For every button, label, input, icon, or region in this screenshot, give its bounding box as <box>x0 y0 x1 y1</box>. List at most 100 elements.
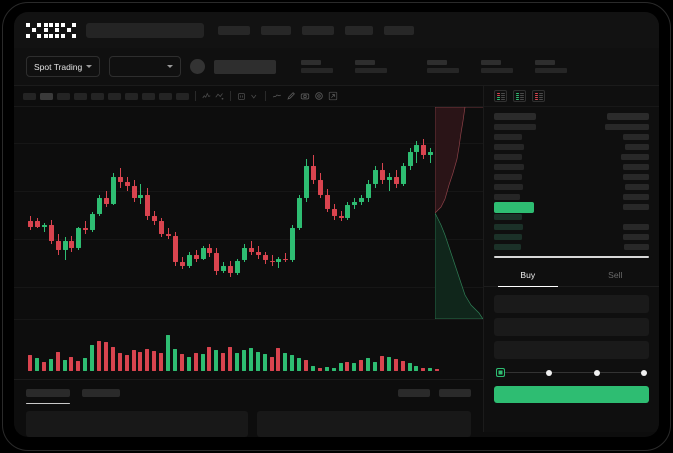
price-field[interactable] <box>494 295 649 313</box>
compare-icon[interactable] <box>215 92 224 101</box>
volume-bar-25 <box>193 352 198 371</box>
orderbook-bid-row[interactable] <box>494 232 649 242</box>
amount-cell <box>624 244 649 250</box>
stat-change-24h <box>355 60 388 73</box>
step-dot-3[interactable] <box>593 369 600 376</box>
step-dot-2[interactable] <box>546 369 553 376</box>
orderbook-ask-row[interactable] <box>494 142 649 152</box>
volume-bar-1 <box>28 355 32 371</box>
fullscreen-icon[interactable] <box>328 91 338 101</box>
orderbook-bid-row[interactable] <box>494 242 649 252</box>
candlestick-chart[interactable] <box>14 107 483 319</box>
search-input[interactable] <box>86 22 204 38</box>
amount-cell <box>623 204 649 210</box>
volume-bar-29 <box>221 352 226 371</box>
order-steps-indicator[interactable] <box>484 368 659 377</box>
orderbook-ask-row[interactable] <box>494 152 649 162</box>
price-cell <box>494 154 522 160</box>
timeframe-button-6[interactable] <box>108 92 121 100</box>
settings-gear-icon[interactable] <box>314 91 324 101</box>
volume-bar-14 <box>117 352 122 371</box>
order-tab-sell[interactable]: Sell <box>608 270 623 280</box>
orderbook-display-modes <box>484 86 659 107</box>
volume-bar-24 <box>186 356 191 371</box>
nav-item-2[interactable] <box>261 25 291 35</box>
pencil-icon[interactable] <box>286 91 296 101</box>
step-dot-1[interactable] <box>496 368 505 377</box>
volume-bar-15 <box>124 355 129 371</box>
timeframe-button-5[interactable] <box>91 92 104 100</box>
orderbook-ask-row[interactable] <box>494 122 649 132</box>
amount-field[interactable] <box>494 318 649 336</box>
orderbook-spread-row[interactable] <box>494 201 649 213</box>
stat-last-price-value <box>301 68 334 73</box>
panel-orders-right <box>257 411 471 437</box>
tab-order-history[interactable] <box>82 389 120 397</box>
orderbook-ask-row[interactable] <box>494 162 649 172</box>
timeframe-button-8[interactable] <box>142 92 155 100</box>
nav-item-5[interactable] <box>384 25 414 35</box>
app-screen: Spot Trading <box>14 12 659 437</box>
volume-bar-20 <box>159 352 164 371</box>
order-tab-buy[interactable]: Buy <box>484 265 572 287</box>
nav-item-3[interactable] <box>302 25 334 35</box>
trading-subheader: Spot Trading <box>14 48 659 86</box>
submit-order-button[interactable] <box>494 386 649 403</box>
timeframe-button-7[interactable] <box>125 92 138 100</box>
volume-bar-33 <box>248 348 253 371</box>
amount-cell <box>605 124 649 130</box>
indicator-icon[interactable] <box>202 92 211 101</box>
timeframe-button-3[interactable] <box>57 92 70 100</box>
chart-column <box>14 86 484 437</box>
chart-gridline <box>14 239 483 240</box>
tab-open-orders[interactable] <box>26 389 70 404</box>
step-connector <box>505 372 547 373</box>
action-export[interactable] <box>439 389 471 397</box>
okx-logo-icon[interactable] <box>26 22 76 38</box>
chart-type-icon[interactable] <box>250 92 259 101</box>
nav-item-1[interactable] <box>218 25 250 35</box>
volume-bar-3 <box>41 361 46 371</box>
price-cell <box>494 134 522 140</box>
orderbook-ask-row[interactable] <box>494 132 649 142</box>
market-depth-overlay <box>435 107 483 319</box>
action-filter[interactable] <box>398 389 430 397</box>
timeframe-button-9[interactable] <box>159 92 172 100</box>
timeframe-button-10[interactable] <box>176 92 189 100</box>
order-form-fields <box>484 287 659 359</box>
step-dot-4[interactable] <box>640 369 647 376</box>
orderbook-rows[interactable] <box>484 122 659 252</box>
volume-bar-13 <box>110 347 115 371</box>
timeframe-button-1[interactable] <box>23 92 36 100</box>
orderbook-mode-asks-icon[interactable] <box>532 90 545 102</box>
orderbook-mode-bids-icon[interactable] <box>513 90 526 102</box>
volume-bar-38 <box>283 352 288 371</box>
camera-icon[interactable] <box>300 91 310 101</box>
orderbook-bid-row[interactable] <box>494 212 649 222</box>
orderbook-ask-row[interactable] <box>494 192 649 202</box>
amount-cell <box>623 164 649 170</box>
trading-mode-select[interactable]: Spot Trading <box>26 56 101 77</box>
volume-bar-4 <box>48 359 53 371</box>
orderbook-ask-row[interactable] <box>494 182 649 192</box>
orderbook-ask-row[interactable] <box>494 172 649 182</box>
orderbook-bid-row[interactable] <box>494 222 649 232</box>
volume-bar-44 <box>324 366 329 371</box>
nav-item-4[interactable] <box>345 25 373 35</box>
volume-bar-6 <box>62 360 67 371</box>
stat-volume-24h-label <box>535 60 556 65</box>
candle-series <box>14 107 483 319</box>
line-chart-icon[interactable] <box>272 92 282 101</box>
orderbook-scrollbar[interactable] <box>494 256 649 258</box>
price-cell <box>494 184 523 190</box>
volume-bar-5 <box>55 351 60 371</box>
orderbook-mode-both-icon[interactable] <box>494 90 507 102</box>
timeframe-button-2[interactable] <box>40 92 53 100</box>
volume-bar-30 <box>228 346 233 371</box>
chart-gridline <box>14 143 483 144</box>
template-icon[interactable] <box>237 92 246 101</box>
total-field[interactable] <box>494 341 649 359</box>
volume-bar-55 <box>400 360 405 371</box>
timeframe-button-4[interactable] <box>74 92 87 100</box>
pair-select[interactable] <box>109 56 182 77</box>
